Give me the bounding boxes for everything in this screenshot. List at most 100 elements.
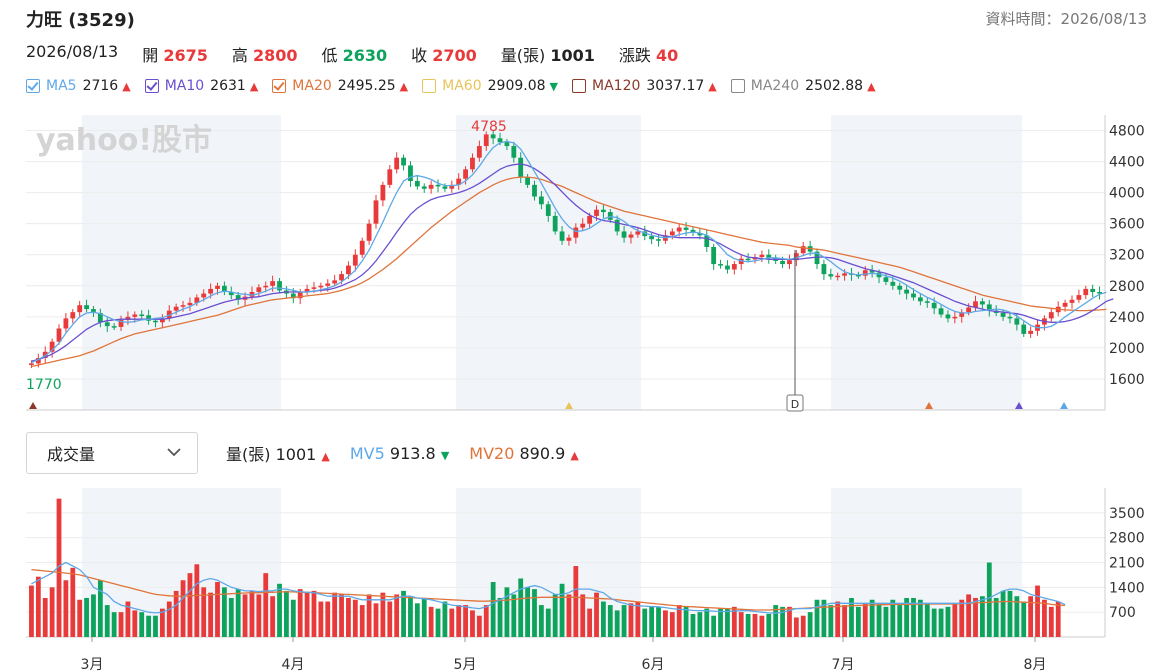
candle-body [966, 307, 972, 313]
candle-body [387, 169, 393, 185]
ma240-toggle[interactable]: MA240 2502.88 ▲ [730, 78, 876, 94]
candle-body [332, 280, 338, 284]
candle-body [325, 283, 331, 286]
candle-body [159, 318, 165, 323]
candle-body [911, 293, 916, 298]
candle-body [180, 305, 186, 307]
volume-bar [924, 603, 930, 637]
candle-body [235, 295, 241, 300]
candle-body [594, 209, 599, 216]
candle-body [414, 180, 420, 187]
volume-bar [235, 589, 241, 637]
ma10-line [31, 163, 1114, 362]
volume-bar [614, 610, 620, 637]
volume-bar [442, 601, 448, 637]
volume-bar [270, 596, 276, 637]
y-tick-label: 2800 [1109, 279, 1145, 295]
candle-body [745, 258, 751, 261]
volume-bar [752, 613, 758, 637]
candle-body [800, 246, 806, 254]
candle-body [1076, 295, 1082, 300]
candle-body [166, 310, 172, 319]
dropdown-label: 成交量 [47, 445, 96, 464]
volume-chart[interactable]: 3500 2800 2100 1400 700 3月 4月 5月 6月 7月 8月 [0, 486, 1157, 672]
quote-change: 漲跌 40 [618, 46, 679, 65]
volume-bar [642, 608, 648, 637]
candle-body [986, 304, 992, 311]
volume-bar [511, 594, 517, 637]
candle-body [532, 184, 537, 197]
trend-up-icon: ▲ [867, 79, 876, 93]
volume-bar [573, 566, 579, 637]
checkbox-icon[interactable] [422, 79, 437, 93]
signal-marker [29, 402, 37, 409]
trend-down-icon: ▼ [440, 448, 450, 462]
volume-bar [476, 615, 482, 637]
ma120-toggle[interactable]: MA120 3037.17 ▲ [572, 78, 717, 94]
volume-bar [580, 594, 586, 637]
ma20-toggle[interactable]: MA20 2495.25 ▲ [272, 78, 408, 94]
volume-bar [29, 585, 34, 637]
ma-name: MA60 [442, 78, 482, 94]
candle-body [759, 254, 765, 258]
checkbox-icon[interactable] [26, 79, 40, 93]
volume-bar [876, 605, 882, 637]
candle-body [973, 301, 978, 308]
volume-bar [373, 603, 379, 637]
candle-body [215, 285, 220, 289]
volume-bar [849, 597, 854, 637]
volume-bar [669, 612, 675, 637]
signal-marker [565, 402, 573, 409]
checkbox-icon[interactable] [144, 79, 159, 93]
ma5-line [31, 140, 1107, 364]
volume-bar [1042, 599, 1047, 637]
candle-body [153, 320, 158, 323]
candle-body [125, 316, 131, 320]
volume-bar [208, 592, 214, 637]
volume-bar [731, 606, 737, 637]
ma10-toggle[interactable]: MA10 2631 ▲ [144, 78, 258, 94]
signal-marker [1015, 402, 1023, 409]
volume-bar [63, 580, 69, 637]
volume-bar [497, 597, 503, 637]
candle-body [924, 301, 930, 303]
volume-bar [842, 605, 847, 637]
checkbox-icon[interactable] [272, 79, 287, 93]
candle-body [201, 293, 207, 298]
volume-bar [883, 606, 889, 637]
candle-body [545, 204, 551, 216]
low-price-label: 1770 [26, 377, 62, 393]
volume-bar [545, 608, 551, 637]
volume-bar [111, 612, 117, 637]
candle-body [304, 288, 310, 292]
candle-body [525, 177, 530, 185]
checkbox-icon[interactable] [572, 79, 586, 93]
checkbox-icon[interactable] [730, 79, 745, 93]
mv20-stat: MV20 890.9 ▲ [469, 443, 579, 463]
candle-body [1021, 324, 1027, 334]
month-label: 4月 [282, 657, 305, 672]
volume-bar [594, 592, 599, 637]
indicator-dropdown[interactable]: 成交量 [26, 432, 198, 474]
candle-body [449, 184, 455, 189]
volume-bar [683, 606, 689, 637]
candle-body [132, 314, 138, 317]
volume-bar [656, 606, 661, 637]
ma5-toggle[interactable]: MA5 2716 ▲ [26, 78, 131, 94]
candle-body [669, 231, 675, 236]
price-chart[interactable]: 4800 4400 4000 3600 3200 2800 2400 2000 1600 yaho… [0, 110, 1157, 415]
candle-body [208, 288, 214, 294]
volume-bar [814, 599, 820, 637]
candle-body [690, 229, 696, 233]
volume-bar [621, 605, 627, 637]
volume-bar [862, 603, 868, 637]
ma-value: 2495.25 [337, 78, 396, 94]
candle-body [56, 328, 62, 342]
volume-bar [559, 583, 565, 637]
candle-body [697, 233, 703, 236]
ma60-toggle[interactable]: MA60 2909.08 ▼ [422, 78, 558, 94]
volume-bar [759, 615, 765, 637]
candle-body [1007, 316, 1013, 319]
candle-body [1048, 312, 1054, 319]
candle-body [876, 272, 882, 278]
